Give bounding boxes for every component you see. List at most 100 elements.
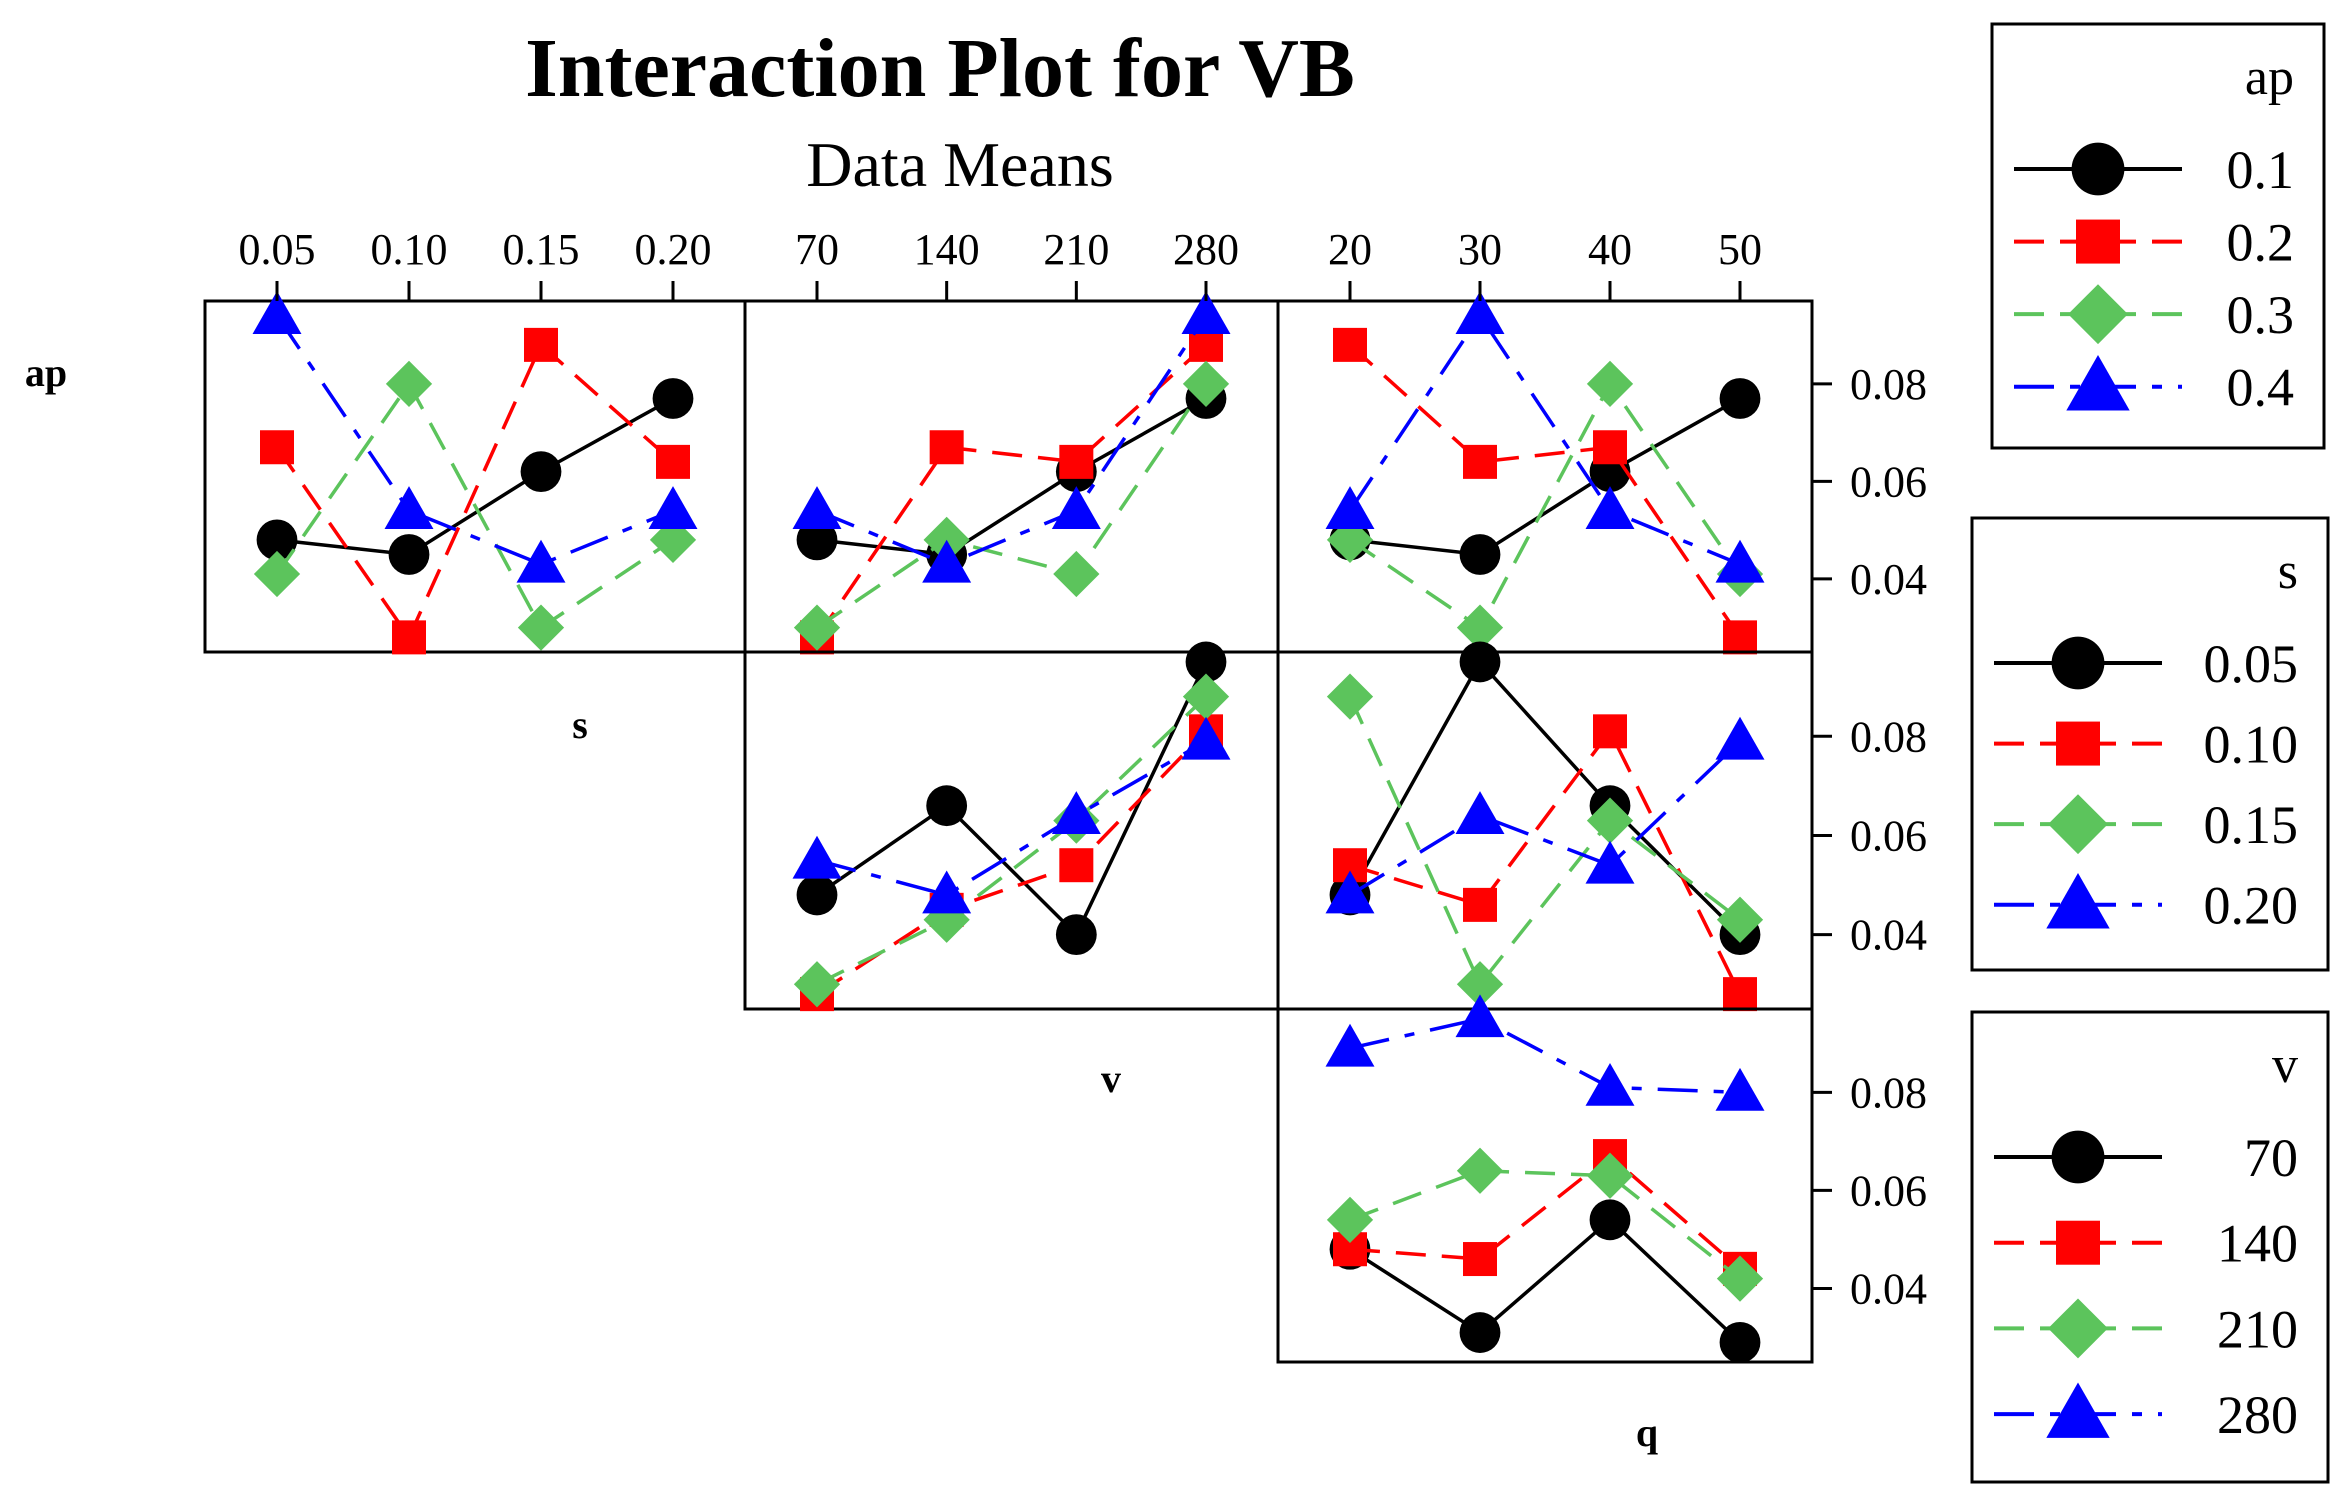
data-point-ap-0.4 — [1051, 486, 1101, 529]
series-line-s-0.10 — [1349, 728, 1742, 995]
data-point-s-0.10 — [1593, 714, 1627, 749]
legend-marker-280 — [2046, 1382, 2110, 1438]
series-line-ap-0.2 — [275, 341, 675, 641]
data-point-ap-0.3 — [517, 604, 565, 651]
x-tick-label-v: 140 — [914, 225, 980, 274]
data-point-s-0.05 — [796, 874, 838, 916]
data-point-v-210 — [1716, 1255, 1764, 1302]
data-point-ap-0.2 — [1723, 620, 1757, 655]
data-point-ap-0.4 — [1181, 291, 1231, 334]
data-point-v-70 — [1589, 1199, 1631, 1241]
data-point-s-0.20 — [1051, 791, 1101, 834]
series-line-ap-0.3 — [816, 382, 1208, 630]
legend-s: s 0.05 0.10 0.15 0.20 — [1970, 516, 2330, 972]
data-point-ap-0.4 — [1455, 291, 1505, 334]
data-point-ap-0.2 — [524, 327, 558, 362]
legend-marker-0.2 — [2076, 219, 2120, 264]
series-line-s-0.20 — [1349, 739, 1742, 897]
data-point-ap-0.3 — [1326, 516, 1374, 563]
legend-item-0.15: 0.15 — [2204, 795, 2299, 855]
series-line-s-0.15 — [816, 695, 1208, 986]
data-point-v-210 — [1456, 1147, 1504, 1194]
legend-marker-140 — [2056, 1220, 2100, 1265]
legend-marker-0.3 — [2068, 284, 2128, 345]
panel-s-by-v — [743, 641, 1280, 1012]
panel-ap-by-q — [1276, 291, 1814, 655]
data-point-s-0.15 — [1182, 673, 1230, 720]
y-tick-label: 0.08 — [1850, 1068, 1927, 1117]
panel-ap-by-s — [203, 291, 747, 655]
panel-s-by-q — [1276, 641, 1814, 1012]
data-point-ap-0.2 — [392, 620, 426, 655]
legend-title: ap — [2245, 49, 2294, 106]
data-point-s-0.10 — [1463, 887, 1497, 922]
series-line-v-210 — [1349, 1169, 1742, 1281]
data-point-ap-0.3 — [1456, 604, 1504, 651]
data-point-ap-0.4 — [648, 486, 698, 529]
series-line-ap-0.4 — [1348, 312, 1741, 566]
series-line-ap-0.3 — [275, 380, 674, 631]
series-line-ap-0.2 — [815, 343, 1208, 639]
legend-marker-0.05 — [2051, 636, 2105, 690]
data-point-v-280 — [1455, 994, 1505, 1038]
panel-frame — [1276, 1007, 1814, 1364]
data-point-ap-0.4 — [384, 486, 434, 529]
data-point-ap-0.4 — [922, 539, 972, 583]
data-point-ap-0.2 — [260, 430, 294, 465]
data-point-ap-0.2 — [1593, 430, 1627, 465]
data-point-s-0.20 — [792, 835, 842, 879]
data-point-ap-0.2 — [1333, 327, 1367, 362]
x-tick-label-q: 50 — [1718, 225, 1762, 274]
legend-item-210: 210 — [2217, 1299, 2298, 1359]
legend-item-280: 280 — [2217, 1385, 2298, 1445]
legend-item-0.05: 0.05 — [2204, 634, 2299, 694]
y-tick-label: 0.08 — [1850, 712, 1927, 761]
data-point-s-0.15 — [793, 961, 841, 1008]
y-tick-label: 0.06 — [1850, 811, 1927, 860]
row-label-q: q — [1636, 1410, 1658, 1455]
data-point-s-0.20 — [922, 870, 972, 914]
legend-ap: ap 0.1 0.2 0.3 0.4 — [1990, 22, 2326, 450]
series-line-v-140 — [1349, 1153, 1742, 1271]
legend-frame — [1990, 22, 2326, 450]
data-point-s-0.20 — [1585, 840, 1635, 884]
data-point-s-0.20 — [1455, 791, 1505, 834]
panel-v-by-q — [1276, 994, 1814, 1364]
legend-marker-0.1 — [2071, 142, 2125, 196]
y-tick-label: 0.06 — [1850, 1166, 1927, 1215]
x-tick-label-s: 0.15 — [503, 225, 580, 274]
legend-item-0.3: 0.3 — [2227, 285, 2295, 345]
data-point-v-280 — [1585, 1062, 1635, 1106]
data-point-s-0.05 — [926, 785, 968, 827]
series-line-ap-0.1 — [816, 396, 1207, 557]
series-line-ap-0.2 — [1348, 343, 1742, 639]
data-point-ap-0.3 — [385, 360, 433, 407]
series-line-ap-0.1 — [1349, 396, 1741, 557]
data-point-v-280 — [1715, 1067, 1765, 1111]
legend-frame — [1970, 1010, 2330, 1484]
row-label-v: v — [1101, 1056, 1121, 1101]
legend-marker-210 — [2048, 1298, 2108, 1359]
legend-marker-70 — [2051, 1130, 2105, 1184]
data-point-s-0.20 — [1181, 716, 1231, 760]
data-point-ap-0.4 — [792, 486, 842, 529]
series-line-ap-0.1 — [276, 396, 674, 557]
legend-title: s — [2278, 543, 2298, 600]
series-line-ap-0.4 — [816, 314, 1208, 567]
x-tick-label-s: 0.10 — [371, 225, 448, 274]
data-point-ap-0.3 — [1053, 550, 1100, 598]
x-tick-label-v: 70 — [795, 225, 839, 274]
data-point-ap-0.4 — [1585, 486, 1635, 529]
legend-item-70: 70 — [2244, 1128, 2298, 1188]
data-point-s-0.20 — [1325, 870, 1375, 914]
y-tick-label: 0.04 — [1850, 555, 1927, 604]
legend-item-0.2: 0.2 — [2227, 213, 2295, 273]
series-line-s-0.20 — [816, 739, 1207, 897]
x-tick-label-q: 30 — [1458, 225, 1502, 274]
data-point-ap-0.1 — [256, 519, 298, 561]
data-point-s-0.15 — [1456, 961, 1504, 1008]
series-line-s-0.10 — [816, 730, 1208, 996]
data-point-s-0.10 — [1059, 848, 1094, 883]
legend-item-0.4: 0.4 — [2227, 358, 2295, 418]
